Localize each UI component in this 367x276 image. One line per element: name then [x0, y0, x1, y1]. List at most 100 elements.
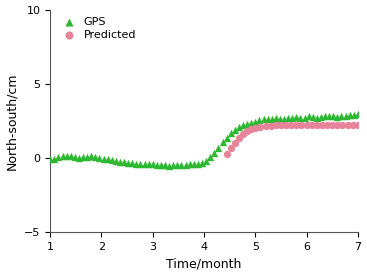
- Y-axis label: North-south/cm: North-south/cm: [6, 72, 19, 170]
- GPS: [47, 157, 53, 162]
- Predicted: [350, 122, 356, 127]
- GPS: [281, 116, 287, 121]
- GPS: [187, 162, 193, 166]
- GPS: [277, 117, 283, 122]
- Predicted: [345, 122, 350, 127]
- Predicted: [314, 122, 320, 127]
- Predicted: [355, 122, 361, 127]
- GPS: [166, 163, 172, 168]
- Predicted: [248, 127, 254, 131]
- GPS: [289, 115, 295, 120]
- GPS: [302, 115, 308, 120]
- Legend: GPS, Predicted: GPS, Predicted: [56, 15, 138, 42]
- GPS: [293, 115, 299, 119]
- GPS: [228, 131, 234, 136]
- GPS: [51, 156, 57, 161]
- GPS: [170, 163, 176, 168]
- Predicted: [288, 123, 294, 127]
- GPS: [298, 116, 304, 120]
- GPS: [113, 159, 119, 163]
- GPS: [117, 160, 123, 164]
- GPS: [150, 162, 156, 166]
- Predicted: [283, 123, 289, 127]
- Predicted: [263, 124, 269, 128]
- Predicted: [240, 132, 246, 136]
- GPS: [84, 155, 90, 160]
- Predicted: [228, 146, 234, 150]
- GPS: [134, 161, 139, 166]
- Predicted: [236, 136, 242, 140]
- Predicted: [334, 122, 340, 127]
- GPS: [273, 116, 279, 120]
- GPS: [129, 161, 135, 165]
- GPS: [252, 120, 258, 124]
- GPS: [68, 154, 74, 159]
- GPS: [240, 123, 246, 128]
- Predicted: [293, 122, 299, 127]
- GPS: [334, 115, 340, 119]
- X-axis label: Time/month: Time/month: [166, 258, 242, 270]
- GPS: [355, 112, 361, 116]
- GPS: [318, 115, 324, 119]
- GPS: [232, 128, 238, 132]
- GPS: [138, 162, 143, 166]
- Predicted: [329, 122, 335, 127]
- GPS: [257, 118, 262, 122]
- GPS: [55, 155, 61, 160]
- Predicted: [304, 122, 309, 127]
- GPS: [76, 156, 82, 160]
- Predicted: [273, 123, 279, 128]
- GPS: [183, 163, 189, 167]
- Predicted: [339, 122, 345, 127]
- Predicted: [268, 123, 274, 128]
- GPS: [248, 121, 254, 125]
- GPS: [265, 116, 270, 121]
- GPS: [310, 115, 316, 119]
- GPS: [64, 154, 70, 158]
- GPS: [285, 116, 291, 120]
- GPS: [203, 159, 209, 163]
- GPS: [322, 114, 328, 119]
- GPS: [80, 155, 86, 160]
- GPS: [326, 114, 332, 118]
- GPS: [72, 155, 78, 160]
- GPS: [59, 154, 65, 159]
- GPS: [154, 163, 160, 167]
- GPS: [219, 140, 225, 145]
- GPS: [314, 116, 320, 120]
- GPS: [330, 114, 336, 119]
- GPS: [347, 113, 353, 117]
- Predicted: [224, 151, 229, 156]
- GPS: [105, 157, 110, 162]
- Predicted: [319, 122, 325, 127]
- GPS: [174, 163, 180, 167]
- Predicted: [244, 129, 250, 134]
- GPS: [351, 113, 357, 117]
- GPS: [244, 122, 250, 126]
- GPS: [195, 161, 201, 166]
- GPS: [146, 162, 152, 166]
- Predicted: [278, 123, 284, 127]
- GPS: [101, 156, 106, 161]
- GPS: [306, 114, 312, 119]
- GPS: [215, 145, 221, 150]
- GPS: [121, 160, 127, 164]
- GPS: [191, 162, 197, 166]
- GPS: [162, 163, 168, 168]
- Predicted: [232, 141, 238, 145]
- GPS: [236, 124, 242, 129]
- GPS: [97, 156, 102, 160]
- Predicted: [258, 124, 264, 129]
- GPS: [88, 154, 94, 159]
- GPS: [261, 117, 266, 122]
- Predicted: [324, 122, 330, 127]
- GPS: [158, 163, 164, 167]
- GPS: [179, 163, 185, 167]
- GPS: [207, 155, 213, 160]
- GPS: [92, 155, 98, 160]
- GPS: [199, 161, 205, 165]
- Predicted: [309, 122, 315, 127]
- GPS: [338, 114, 344, 118]
- GPS: [142, 162, 148, 166]
- GPS: [109, 158, 115, 162]
